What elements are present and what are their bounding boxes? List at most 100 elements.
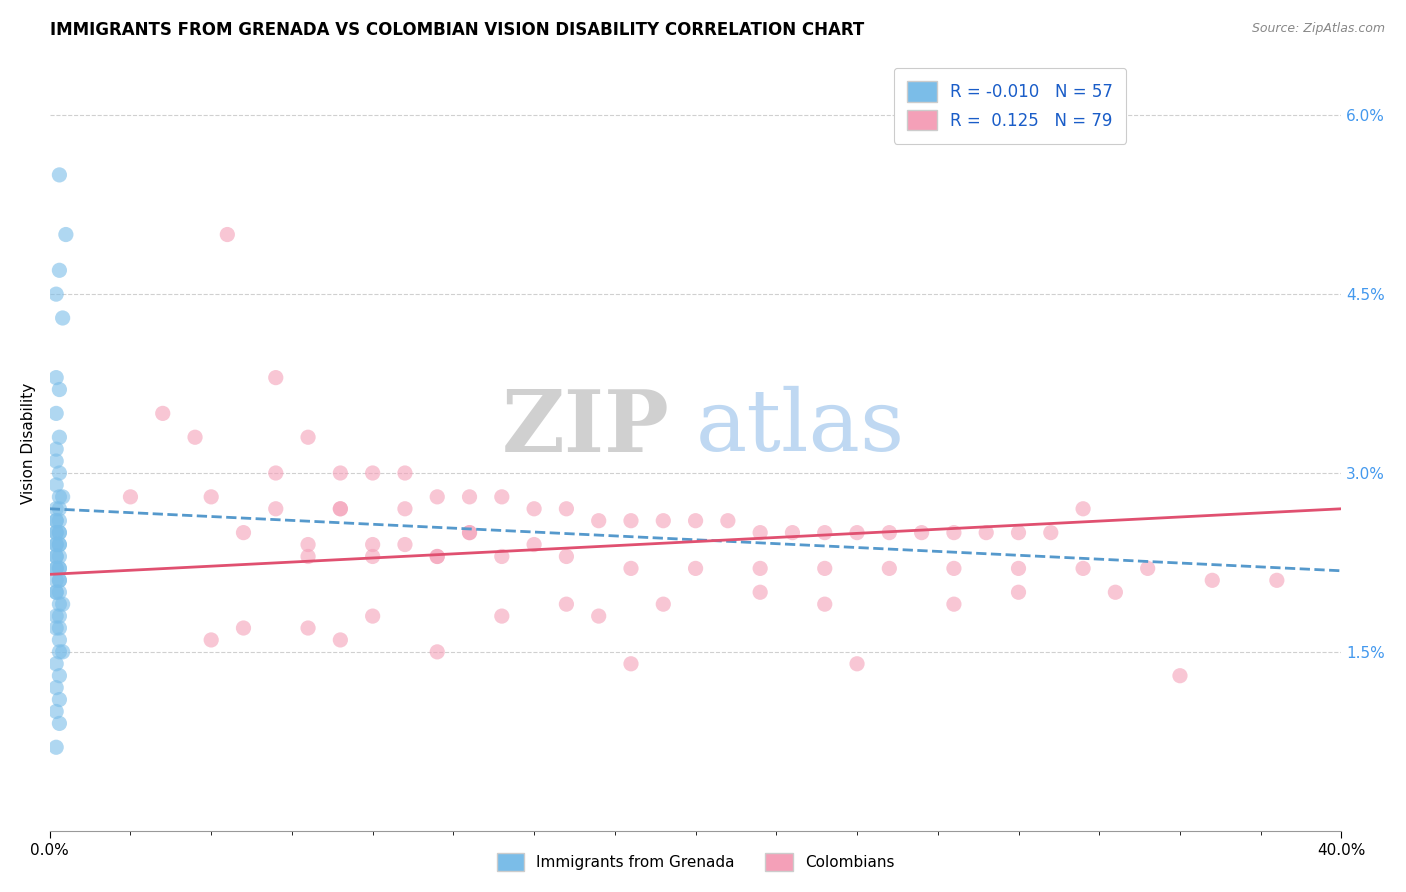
Legend: Immigrants from Grenada, Colombians: Immigrants from Grenada, Colombians: [491, 847, 901, 878]
Point: [523, 537, 546, 551]
Point: [45, 478, 67, 492]
Point: [48, 490, 70, 504]
Point: [45, 585, 67, 599]
Point: [45, 705, 67, 719]
Point: [491, 549, 513, 564]
Point: [685, 561, 707, 575]
Point: [749, 561, 772, 575]
Point: [361, 537, 384, 551]
Point: [232, 621, 254, 635]
Y-axis label: Vision Disability: Vision Disability: [21, 383, 35, 504]
Point: [48, 525, 70, 540]
Point: [1201, 574, 1223, 588]
Point: [1007, 585, 1029, 599]
Point: [846, 657, 869, 671]
Point: [48, 168, 70, 182]
Point: [120, 490, 142, 504]
Point: [329, 501, 352, 516]
Point: [48, 514, 70, 528]
Point: [48, 561, 70, 575]
Point: [45, 514, 67, 528]
Point: [717, 514, 740, 528]
Point: [1039, 525, 1062, 540]
Point: [48, 263, 70, 277]
Point: [1104, 585, 1126, 599]
Point: [814, 525, 837, 540]
Point: [45, 549, 67, 564]
Point: [394, 537, 416, 551]
Point: [264, 370, 287, 384]
Point: [426, 490, 449, 504]
Point: [45, 501, 67, 516]
Point: [297, 537, 319, 551]
Point: [55, 227, 77, 242]
Point: [942, 597, 965, 611]
Point: [45, 454, 67, 468]
Point: [491, 490, 513, 504]
Point: [814, 597, 837, 611]
Point: [48, 549, 70, 564]
Point: [48, 597, 70, 611]
Point: [48, 621, 70, 635]
Point: [48, 645, 70, 659]
Point: [974, 525, 997, 540]
Point: [426, 645, 449, 659]
Point: [814, 561, 837, 575]
Point: [45, 537, 67, 551]
Point: [1071, 561, 1094, 575]
Point: [297, 621, 319, 635]
Point: [200, 632, 222, 647]
Point: [52, 490, 75, 504]
Point: [329, 466, 352, 480]
Point: [588, 514, 610, 528]
Point: [45, 621, 67, 635]
Point: [48, 501, 70, 516]
Point: [749, 525, 772, 540]
Point: [48, 574, 70, 588]
Point: [45, 574, 67, 588]
Point: [48, 525, 70, 540]
Point: [45, 657, 67, 671]
Point: [200, 490, 222, 504]
Point: [879, 525, 901, 540]
Point: [45, 561, 67, 575]
Point: [426, 549, 449, 564]
Point: [555, 597, 578, 611]
Point: [620, 561, 643, 575]
Point: [52, 597, 75, 611]
Point: [652, 514, 675, 528]
Point: [232, 525, 254, 540]
Text: ZIP: ZIP: [502, 385, 669, 470]
Point: [297, 549, 319, 564]
Point: [910, 525, 932, 540]
Point: [45, 406, 67, 420]
Point: [523, 501, 546, 516]
Point: [652, 597, 675, 611]
Point: [588, 609, 610, 624]
Point: [45, 514, 67, 528]
Point: [1007, 561, 1029, 575]
Point: [264, 501, 287, 516]
Point: [48, 430, 70, 444]
Point: [48, 585, 70, 599]
Point: [45, 561, 67, 575]
Point: [48, 669, 70, 683]
Point: [45, 549, 67, 564]
Point: [329, 632, 352, 647]
Point: [48, 561, 70, 575]
Point: [458, 525, 481, 540]
Point: [620, 657, 643, 671]
Point: [491, 609, 513, 624]
Text: Source: ZipAtlas.com: Source: ZipAtlas.com: [1251, 22, 1385, 36]
Point: [45, 287, 67, 301]
Point: [1136, 561, 1159, 575]
Point: [52, 645, 75, 659]
Point: [394, 466, 416, 480]
Point: [48, 537, 70, 551]
Point: [458, 490, 481, 504]
Point: [361, 466, 384, 480]
Point: [1071, 501, 1094, 516]
Point: [45, 537, 67, 551]
Point: [45, 525, 67, 540]
Point: [217, 227, 239, 242]
